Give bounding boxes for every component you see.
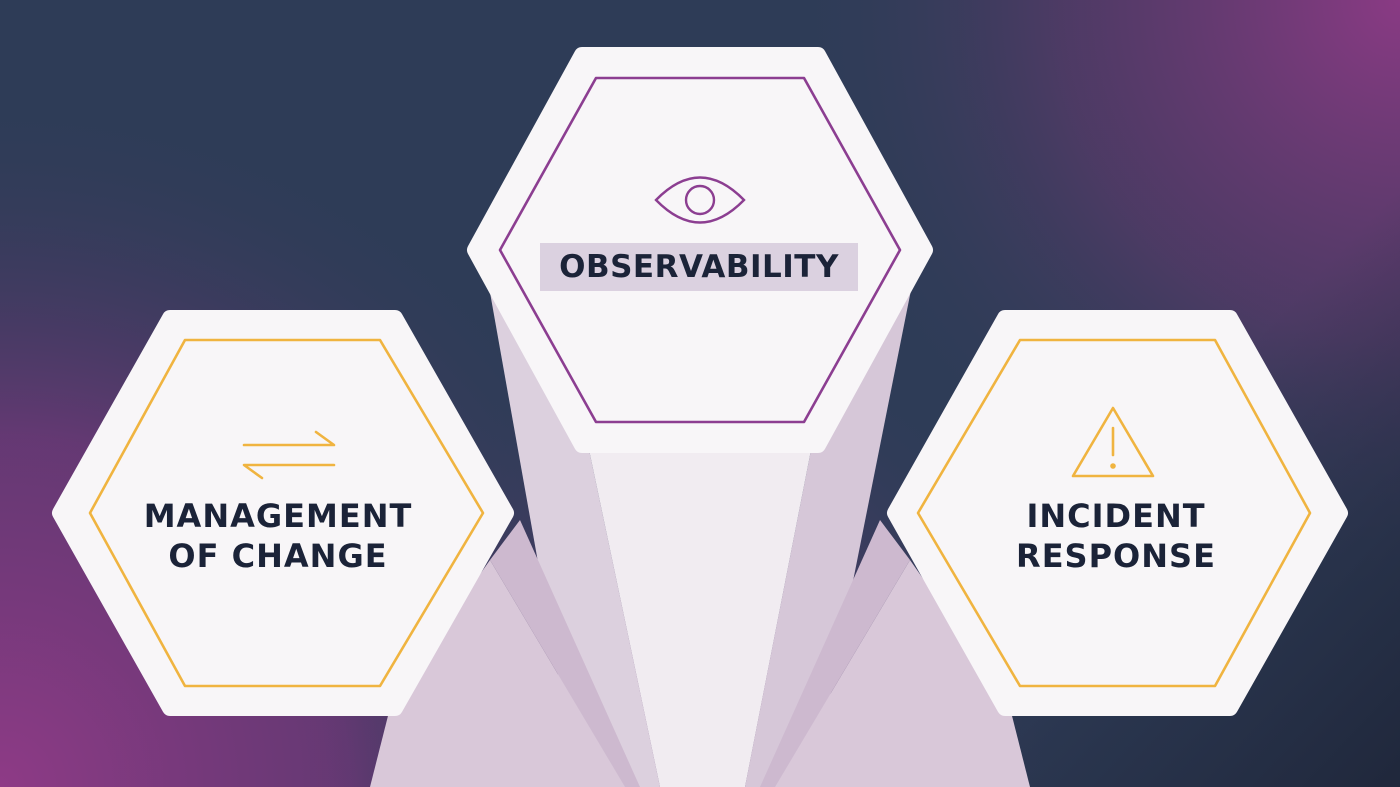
incident-response-label: INCIDENT RESPONSE [976,496,1256,576]
eye-icon [654,176,746,224]
pillar-management-shaft-edge [490,520,640,787]
pillar-management-shaft [370,560,625,787]
observability-label: OBSERVABILITY [540,243,858,291]
management-label-line-1: MANAGEMENT [143,497,413,535]
incident-label-line-1: INCIDENT [1026,497,1206,535]
incident-label-line-2: RESPONSE [1016,537,1216,575]
pillar-management-of-change [52,310,640,787]
pillar-observability-shaft-front [588,445,812,787]
pillar-incident-response [760,310,1348,787]
swap-arrows-icon [242,430,336,480]
pillar-observability-shaft-left [486,270,660,787]
pillar-management-hex-border [88,338,485,688]
pillar-management-hex [52,310,514,716]
management-label-line-2: OF CHANGE [168,537,388,575]
pillar-incident-shaft [775,560,1030,787]
pillar-observability-hex-border [498,76,902,424]
observability-label-line-1: OBSERVABILITY [559,249,839,285]
pillar-observability-shaft-right [745,270,915,787]
management-of-change-label: MANAGEMENT OF CHANGE [118,496,438,576]
warning-triangle-icon [1071,406,1155,478]
pillar-incident-hex-border [916,338,1312,688]
pillar-incident-shaft-edge [760,520,910,787]
pillar-incident-hex [887,310,1348,716]
